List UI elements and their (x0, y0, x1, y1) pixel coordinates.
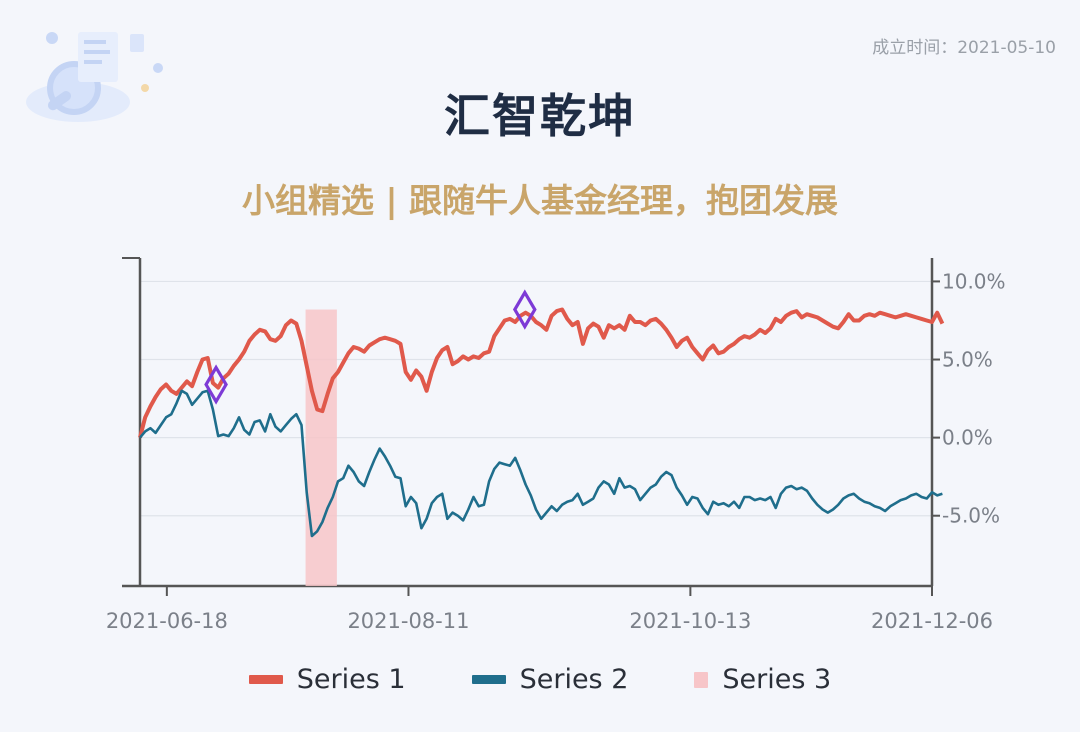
legend-swatch-fund (248, 675, 283, 684)
legend-item-index: Series 2 (471, 664, 629, 695)
legend-label-index: Series 2 (519, 664, 629, 695)
legend-item-drawdown: Series 3 (694, 664, 831, 695)
y-tick-label: 10.0% (942, 269, 1006, 293)
event-marker-icon (204, 364, 228, 405)
legend-swatch-drawdown (694, 671, 709, 688)
legend-swatch-index (471, 675, 506, 684)
x-tick-label: 2021-08-11 (347, 609, 469, 633)
index-return-line (139, 389, 943, 538)
legend-label-fund: Series 1 (296, 664, 406, 695)
y-tick-label: 0.0% (942, 426, 993, 450)
fund-title: 汇智乾坤 (444, 89, 636, 143)
legend-label-drawdown: Series 3 (722, 664, 832, 695)
x-tick-label: 2021-12-06 (871, 609, 993, 633)
x-tick-label: 2021-10-13 (629, 609, 751, 633)
logo-illustration (26, 32, 163, 122)
max-drawdown-band (305, 309, 337, 586)
x-tick-label: 2021-06-18 (106, 609, 228, 633)
y-tick-label: -5.0% (942, 504, 1000, 528)
found-date: 成立时间：2021-05-10 (872, 38, 1056, 58)
chart-legend: Series 1 Series 2 Series 3 (0, 664, 1080, 695)
performance-chart: 10.0% 5.0% 0.0% -5.0% 2021-06-18 2021-08-11 20… (106, 257, 1006, 633)
legend-item-fund: Series 1 (248, 664, 406, 695)
y-tick-label: 5.0% (942, 348, 993, 372)
fund-subtitle: 小组精选 | 跟随牛人基金经理，抱团发展 (241, 181, 839, 220)
event-marker-icon (512, 289, 537, 330)
fund-return-line (138, 307, 945, 439)
